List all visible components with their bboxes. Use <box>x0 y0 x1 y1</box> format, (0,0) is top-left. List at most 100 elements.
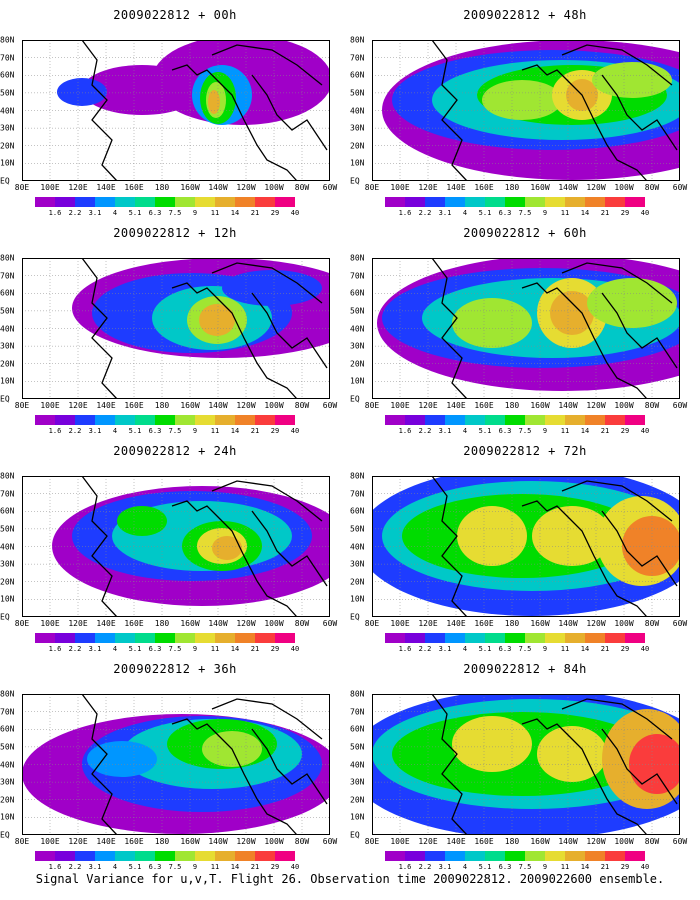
colorbar-label: 14 <box>580 209 590 217</box>
colorbar-swatch <box>95 851 115 861</box>
colorbar-label: 14 <box>230 209 240 217</box>
colorbar-swatch <box>75 851 95 861</box>
variance-contour <box>482 80 562 120</box>
x-tick-label: 120W <box>236 837 256 846</box>
colorbar-swatch <box>75 415 95 425</box>
x-tick-label: 80E <box>14 837 30 846</box>
y-tick-label: 70N <box>350 707 365 717</box>
colorbar-swatch <box>235 633 255 643</box>
x-tick-label: 160E <box>474 619 494 628</box>
x-tick-label: 100E <box>390 401 410 410</box>
x-tick-label: 60W <box>322 619 338 628</box>
x-tick-label: 180 <box>154 619 170 628</box>
x-tick-label: 100W <box>264 183 284 192</box>
coastline <box>81 258 118 399</box>
colorbar-label: 4 <box>112 427 118 435</box>
coastline <box>561 262 673 304</box>
panel: 2009022812 + 24h 80N 70N 60N 50N 40N 30N 20N 10N… <box>0 436 350 654</box>
variance-contour <box>222 270 322 306</box>
x-tick-label: 60W <box>672 401 688 410</box>
y-tick-label: 10N <box>350 376 365 386</box>
x-tick-label: 160W <box>530 619 550 628</box>
x-tick-label: 80W <box>644 401 660 410</box>
coastline <box>561 698 673 740</box>
y-tick-label: 70N <box>350 53 365 63</box>
coastline <box>211 480 323 522</box>
colorbar-swatch <box>195 197 215 207</box>
x-tick-label: 140E <box>96 619 116 628</box>
colorbar-label: 3.1 <box>88 209 102 217</box>
x-tick-label: 120W <box>236 401 256 410</box>
colorbar-swatch <box>465 851 485 861</box>
y-tick-label: 60N <box>0 506 15 516</box>
colorbar-swatch <box>115 415 135 425</box>
colorbar-label: 14 <box>580 427 590 435</box>
y-tick-label: 20N <box>0 141 15 151</box>
x-tick-label: 120W <box>236 183 256 192</box>
colorbar-label: 29 <box>620 863 630 871</box>
variance-contour <box>212 536 242 560</box>
x-tick-label: 80E <box>14 619 30 628</box>
panel-title: 2009022812 + 72h <box>463 444 587 458</box>
y-tick-label: 50N <box>350 524 365 534</box>
colorbar-label: 7.5 <box>518 645 532 653</box>
colorbar-swatch <box>195 851 215 861</box>
colorbar-swatch <box>585 197 605 207</box>
y-tick-label: 70N <box>350 489 365 499</box>
colorbar-label: 7.5 <box>518 209 532 217</box>
colorbar-swatch <box>275 633 295 643</box>
coastline <box>251 510 328 587</box>
x-tick-label: 60W <box>322 183 338 192</box>
colorbar-label: 11 <box>560 209 570 217</box>
y-tick-label: 10N <box>0 812 15 822</box>
colorbar-label: 9 <box>192 209 198 217</box>
colorbar-swatch <box>605 633 625 643</box>
figure-caption: Signal Variance for u,v,T. Flight 26. Ob… <box>35 872 665 886</box>
y-tick-label: 20N <box>350 795 365 805</box>
coastline <box>251 728 328 805</box>
colorbar-swatch <box>605 197 625 207</box>
x-tick-label: 140E <box>446 401 466 410</box>
x-tick-label: 120E <box>68 619 88 628</box>
map-plot <box>22 258 330 399</box>
colorbar-label: 40 <box>290 427 300 435</box>
y-tick-label: 20N <box>350 141 365 151</box>
colorbar-label: 14 <box>230 863 240 871</box>
colorbar-swatch <box>525 851 545 861</box>
x-tick-label: 80E <box>14 401 30 410</box>
x-tick-label: 120W <box>236 619 256 628</box>
y-tick-label: 50N <box>0 306 15 316</box>
panel: 2009022812 + 84h 80N 70N 60N 50N 40N 30N 20N 10N… <box>350 654 700 872</box>
colorbar-label: 29 <box>620 645 630 653</box>
y-tick-label: 50N <box>350 742 365 752</box>
colorbar-label: 2.2 <box>418 863 432 871</box>
map-frame <box>372 694 680 835</box>
panel: 2009022812 + 12h 80N 70N 60N 50N 40N 30N 20N 10N… <box>0 218 350 436</box>
colorbar-label: 9 <box>542 863 548 871</box>
x-tick-label: 100W <box>264 619 284 628</box>
colorbar-swatch <box>405 633 425 643</box>
colorbar-swatch <box>385 851 405 861</box>
y-tick-label: EQ <box>350 830 360 840</box>
colorbar-swatch <box>505 415 525 425</box>
colorbar-label: 14 <box>230 427 240 435</box>
colorbar-swatch <box>525 197 545 207</box>
colorbar-swatch <box>215 633 235 643</box>
map-frame <box>22 258 330 399</box>
x-tick-label: 160E <box>474 183 494 192</box>
x-tick-label: 80W <box>294 183 310 192</box>
colorbar-swatch <box>585 851 605 861</box>
colorbar-label: 6.3 <box>148 427 162 435</box>
colorbar-swatch <box>195 415 215 425</box>
colorbar-swatch <box>465 197 485 207</box>
colorbar-label: 11 <box>560 427 570 435</box>
panel: 2009022812 + 36h 80N 70N 60N 50N 40N 30N 20N 10N… <box>0 654 350 872</box>
x-tick-label: 100E <box>40 619 60 628</box>
y-tick-label: 10N <box>0 158 15 168</box>
colorbar-label: 9 <box>192 645 198 653</box>
coastline <box>431 40 468 181</box>
y-tick-label: 40N <box>350 760 365 769</box>
colorbar-swatch <box>565 633 585 643</box>
coastline <box>251 292 328 369</box>
x-tick-label: 60W <box>322 401 338 410</box>
